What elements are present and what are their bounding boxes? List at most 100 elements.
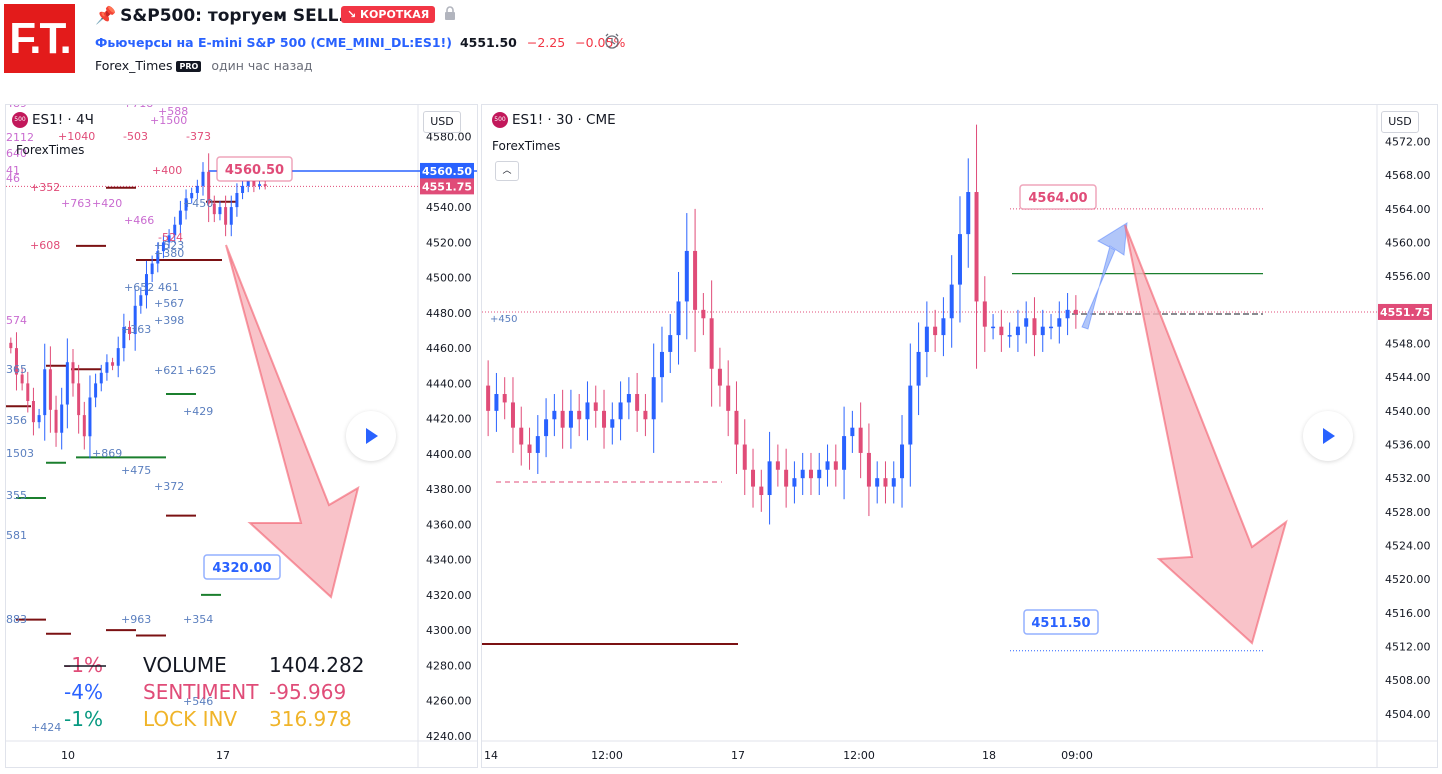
candle-body: [173, 224, 177, 236]
candle-body: [982, 301, 987, 327]
candle-body: [552, 410, 557, 420]
candle-body: [900, 444, 905, 479]
candle-body: [924, 326, 929, 352]
candle-body: [77, 383, 81, 416]
candle-body: [618, 402, 623, 420]
candle-body: [224, 207, 228, 225]
volume-label: +869: [92, 447, 122, 460]
candle-body: [842, 436, 847, 470]
candle-body: [20, 374, 24, 384]
symbol-link[interactable]: Фьючерсы на E-mini S&P 500 (CME_MINI_DL:…: [95, 35, 452, 50]
volume-label: +567: [154, 297, 184, 310]
candle-body: [263, 184, 267, 186]
candle-body: [156, 251, 160, 264]
author-name[interactable]: Forex_Times: [95, 58, 173, 73]
candle-body: [577, 410, 582, 420]
y-tick-label: 4320.00: [426, 589, 472, 602]
current-price-badge: 4551.75: [422, 180, 472, 193]
candle-body: [26, 383, 30, 402]
alarm-clock-icon[interactable]: [603, 32, 621, 50]
candle-body: [88, 397, 92, 437]
y-tick-label: 4440.00: [426, 377, 472, 390]
candle-body: [1057, 318, 1062, 327]
candle-body: [65, 362, 69, 405]
symbol-line: Фьючерсы на E-mini S&P 500 (CME_MINI_DL:…: [95, 35, 625, 50]
candle-body: [1032, 318, 1037, 336]
target-callout-blue: 4320.00: [212, 561, 271, 576]
target-callout-blue: 4511.50: [1031, 616, 1090, 631]
candle-body: [1073, 309, 1078, 315]
candle-body: [626, 394, 631, 403]
candle-body: [48, 369, 52, 410]
candle-body: [568, 410, 573, 428]
volume-label: +763: [61, 197, 91, 210]
candle-body: [258, 184, 262, 186]
candle-body: [111, 362, 115, 366]
candle-body: [37, 415, 41, 423]
volume-label: 2112: [6, 131, 34, 144]
left-indicator-label: ForexTimes: [16, 143, 85, 157]
right-chart-panel[interactable]: 4572.004568.004564.004560.004556.004552.…: [481, 104, 1438, 768]
candle-body: [1049, 326, 1054, 329]
volume-label: +588: [158, 105, 188, 118]
target-arrow-down: [1124, 224, 1288, 645]
candle-body: [585, 402, 590, 420]
short-badge: ↘ КОРОТКАЯ: [341, 6, 436, 23]
right-play-button[interactable]: [1303, 411, 1353, 461]
y-tick-label: 4572.00: [1385, 136, 1431, 149]
candle-body: [784, 469, 789, 487]
price-change-pct: −0.05%: [575, 35, 626, 50]
candle-body: [916, 351, 921, 386]
right-currency-button[interactable]: USD: [1381, 111, 1419, 133]
candle-body: [31, 401, 35, 423]
stat-percent: -4%: [64, 680, 103, 704]
left-currency-button[interactable]: USD: [423, 111, 461, 133]
y-tick-label: 4300.00: [426, 624, 472, 637]
left-chart-panel[interactable]: 4580.004560.004540.004520.004500.004480.…: [5, 104, 478, 768]
x-tick-label: 17: [731, 749, 745, 762]
stat-name: SENTIMENT: [143, 680, 259, 704]
volume-label: +398: [154, 314, 184, 327]
y-tick-label: 4544.00: [1385, 371, 1431, 384]
left-play-button[interactable]: [346, 411, 396, 461]
candle-body: [651, 377, 656, 420]
candle-body: [858, 427, 863, 453]
candle-body: [709, 318, 714, 369]
author-line: Forex_Times PRO один час назад: [95, 58, 313, 73]
x-tick-label: 09:00: [1061, 749, 1093, 762]
upswing-arrow: [1081, 222, 1128, 330]
candle-body: [54, 409, 58, 433]
candle-body: [933, 326, 938, 336]
y-tick-label: 4540.00: [426, 201, 472, 214]
candle-body: [122, 326, 126, 349]
stat-value: -95.969: [269, 680, 346, 704]
volume-label: +429: [183, 405, 213, 418]
stat-value: 316.978: [269, 707, 352, 731]
candle-body: [875, 478, 880, 487]
candle-body: [759, 486, 764, 496]
y-tick-label: 4532.00: [1385, 472, 1431, 485]
y-tick-label: 4360.00: [426, 518, 472, 531]
volume-label: +963: [121, 613, 151, 626]
collapse-legend-button[interactable]: ︿: [495, 161, 519, 181]
sp500-source-icon: 500: [492, 112, 508, 128]
candle-body: [161, 242, 165, 252]
volume-label: +420: [92, 197, 122, 210]
y-tick-label: 4524.00: [1385, 540, 1431, 553]
volume-label: -503: [123, 130, 148, 143]
target-arrow-down: [225, 244, 360, 599]
candle-body: [717, 368, 722, 386]
y-tick-label: 4512.00: [1385, 641, 1431, 654]
right-chart[interactable]: 4572.004568.004564.004560.004556.004552.…: [482, 105, 1437, 767]
left-chart-legend: 500 ES1! · 4Ч: [12, 112, 94, 128]
volume-label: +625: [186, 364, 216, 377]
candle-body: [1015, 326, 1020, 336]
left-chart[interactable]: 4580.004560.004540.004520.004500.004480.…: [6, 105, 477, 767]
candle-body: [866, 452, 871, 487]
volume-label: +363: [121, 323, 151, 336]
y-tick-label: 4580.00: [426, 131, 472, 144]
candle-body: [775, 461, 780, 470]
level-label: +450: [490, 314, 517, 325]
candle-body: [178, 210, 182, 225]
candle-body: [139, 295, 143, 306]
